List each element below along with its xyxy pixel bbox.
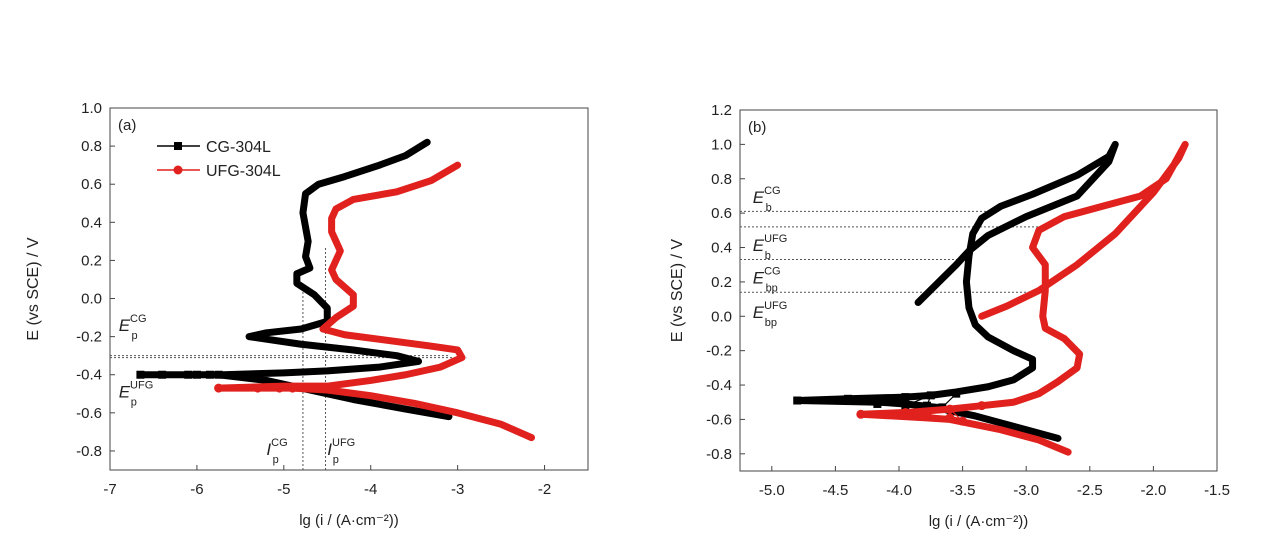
x-axis-label: lg (i / (A·cm⁻²)) (929, 513, 1029, 530)
y-tick-label: 0.6 (81, 176, 102, 193)
x-axis-label: lg (i / (A·cm⁻²)) (299, 512, 399, 529)
y-tick-label: 0.4 (711, 240, 732, 257)
y-tick-label: 0.4 (81, 214, 102, 231)
plot-frame (109, 107, 589, 471)
annotation: EUFG p (119, 380, 154, 409)
x-tick-label: -3 (451, 481, 464, 498)
y-tick-label: 1.0 (81, 100, 102, 117)
y-tick-label: -0.2 (76, 329, 102, 346)
y-tick-label: -0.4 (76, 367, 102, 384)
y-tick-label: -0.2 (706, 343, 732, 360)
y-tick-label: 1.2 (711, 102, 732, 119)
plot-frame (739, 109, 1218, 472)
x-tick-label: -2 (538, 481, 551, 498)
y-tick-label: 0.2 (81, 252, 102, 269)
y-tick-label: 1.0 (711, 136, 732, 153)
annotation: ICG p (266, 437, 287, 466)
x-tick-label: -5 (277, 481, 290, 498)
y-tick-label: 0.8 (81, 138, 102, 155)
legend-marker (174, 142, 182, 150)
legend-marker (173, 165, 183, 175)
panel-label: (a) (118, 117, 136, 134)
y-axis-label: E (vs SCE) / V (25, 237, 42, 340)
y-tick-label: -0.4 (706, 377, 732, 394)
x-tick-label: -4.0 (886, 482, 912, 499)
x-tick-label: -3.0 (1013, 482, 1039, 499)
y-tick-label: -0.6 (706, 411, 732, 428)
x-tick-label: -6 (190, 481, 203, 498)
x-tick-label: -2.0 (1140, 482, 1166, 499)
x-tick-label: -7 (103, 481, 116, 498)
y-tick-label: 0.0 (81, 291, 102, 308)
x-tick-label: -4 (364, 481, 377, 498)
panel-a: -7 -6 -5 -4 -3 -2 -0.8 -0.6 -0.4 -0.2 0.0 0.2 0.4 0.6… (25, 100, 589, 529)
annotation: ECG b (753, 185, 781, 214)
y-tick-label: 0.8 (711, 171, 732, 188)
y-axis-label: E (vs SCE) / V (669, 239, 686, 342)
series-line-1 (857, 140, 1189, 456)
series-tail-line (860, 405, 982, 422)
annotation: IUFG p (327, 437, 355, 466)
y-tick-label: 0.6 (711, 205, 732, 222)
panel-b: -5.0 -4.5 -4.0 -3.5 -3.0 -2.5 -2.0 -1.5 -0.8 -0.6… (669, 102, 1230, 530)
annotation: EUFG b (753, 233, 788, 262)
y-tick-label: 0.0 (711, 308, 732, 325)
annotation: EUFG bp (753, 300, 788, 329)
x-tick-label: -3.5 (950, 482, 976, 499)
series-line-1 (215, 161, 536, 442)
legend-label: UFG-304L (206, 163, 281, 180)
panel-label: (b) (748, 119, 766, 136)
annotation: ECG p (119, 313, 147, 342)
x-tick-label: -5.0 (759, 482, 785, 499)
annotation: ECG bp (753, 266, 781, 295)
x-tick-label: -2.5 (1077, 482, 1103, 499)
y-tick-label: -0.6 (76, 405, 102, 422)
legend-label: CG-304L (206, 139, 271, 156)
x-tick-label: -1.5 (1204, 482, 1230, 499)
y-tick-label: -0.8 (76, 443, 102, 460)
y-tick-label: -0.8 (706, 446, 732, 463)
y-tick-label: 0.2 (711, 274, 732, 291)
x-tick-label: -4.5 (822, 482, 848, 499)
